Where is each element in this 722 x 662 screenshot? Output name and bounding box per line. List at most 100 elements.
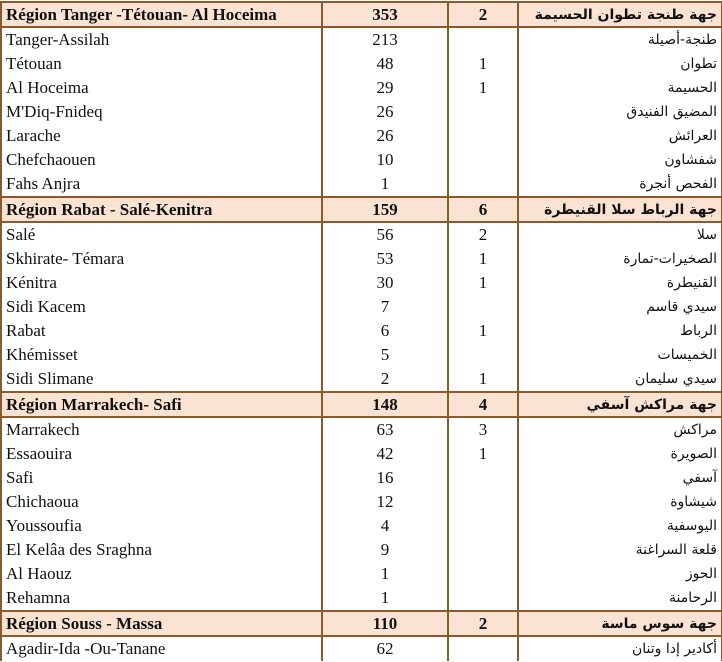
province-second-count: 2 <box>447 222 519 247</box>
table-row: M'Diq-Fnideq 26 المضيق الفنيدق <box>0 100 722 124</box>
region-second-count: 4 <box>447 391 519 418</box>
table-row: Sidi Slimane 2 1 سيدي سليمان <box>0 367 722 392</box>
table-row: Marrakech 63 3 مراكش <box>0 417 722 442</box>
table-row: Rabat 6 1 الرباط <box>0 319 722 343</box>
province-name: Sidi Slimane <box>0 367 323 392</box>
province-second-count <box>447 172 519 197</box>
province-second-count <box>447 100 519 124</box>
province-name-arabic: الفحص أنجرة <box>517 172 722 197</box>
province-name: Kénitra <box>0 271 323 295</box>
province-name: Tanger-Assilah <box>0 27 323 52</box>
province-name: El Kelâa des Sraghna <box>0 538 323 562</box>
province-second-count: 3 <box>447 417 519 442</box>
province-name-arabic: سلا <box>517 222 722 247</box>
region-name-arabic: جهة طنجة تطوان الحسيمة <box>517 1 722 28</box>
province-name-arabic: الحسيمة <box>517 76 722 100</box>
province-name-arabic: طنجة-أصيلة <box>517 27 722 52</box>
province-second-count <box>447 562 519 586</box>
table-row: Tétouan 48 1 تطوان <box>0 52 722 76</box>
table-row: Al Haouz 1 الحوز <box>0 562 722 586</box>
province-second-count: 1 <box>447 76 519 100</box>
province-name: Skhirate- Témara <box>0 247 323 271</box>
table-row: El Kelâa des Sraghna 9 قلعة السراغنة <box>0 538 722 562</box>
province-count: 30 <box>321 271 449 295</box>
province-name: M'Diq-Fnideq <box>0 100 323 124</box>
province-name-arabic: سيدي قاسم <box>517 295 722 319</box>
province-count: 1 <box>321 586 449 611</box>
region-count: 353 <box>321 1 449 28</box>
province-count: 42 <box>321 442 449 466</box>
province-name-arabic: العرائش <box>517 124 722 148</box>
province-name-arabic: القنيطرة <box>517 271 722 295</box>
province-second-count <box>447 538 519 562</box>
region-name: Région Souss - Massa <box>0 610 323 637</box>
province-name: Chefchaouen <box>0 148 323 172</box>
province-count: 5 <box>321 343 449 367</box>
table-row: Kénitra 30 1 القنيطرة <box>0 271 722 295</box>
province-name: Sidi Kacem <box>0 295 323 319</box>
region-second-count: 2 <box>447 610 519 637</box>
province-name-arabic: الصويرة <box>517 442 722 466</box>
table-row: Chichaoua 12 شيشاوة <box>0 490 722 514</box>
province-name-arabic: المضيق الفنيدق <box>517 100 722 124</box>
region-header-row: Région Marrakech- Safi 148 4 جهة مراكش آسفي <box>0 391 722 418</box>
province-count: 26 <box>321 100 449 124</box>
province-second-count <box>447 586 519 611</box>
table-row: Tanger-Assilah 213 طنجة-أصيلة <box>0 27 722 52</box>
province-name-arabic: تطوان <box>517 52 722 76</box>
province-name-arabic: الخميسات <box>517 343 722 367</box>
province-name: Agadir-Ida -Ou-Tanane <box>0 636 323 661</box>
province-name: Rabat <box>0 319 323 343</box>
province-count: 213 <box>321 27 449 52</box>
province-second-count <box>447 466 519 490</box>
province-count: 12 <box>321 490 449 514</box>
province-name-arabic: شفشاون <box>517 148 722 172</box>
province-name: Al Hoceima <box>0 76 323 100</box>
province-second-count: 1 <box>447 271 519 295</box>
table-row: Larache 26 العرائش <box>0 124 722 148</box>
table-row: Safi 16 آسفي <box>0 466 722 490</box>
province-second-count <box>447 148 519 172</box>
province-name: Larache <box>0 124 323 148</box>
province-second-count <box>447 27 519 52</box>
province-name: Khémisset <box>0 343 323 367</box>
table-row: Chefchaouen 10 شفشاون <box>0 148 722 172</box>
province-name: Fahs Anjra <box>0 172 323 197</box>
province-second-count <box>447 124 519 148</box>
province-name-arabic: الرحامنة <box>517 586 722 611</box>
table-row: Fahs Anjra 1 الفحص أنجرة <box>0 172 722 197</box>
province-name: Tétouan <box>0 52 323 76</box>
province-name-arabic: مراكش <box>517 417 722 442</box>
province-name-arabic: قلعة السراغنة <box>517 538 722 562</box>
province-count: 2 <box>321 367 449 392</box>
province-name: Essaouira <box>0 442 323 466</box>
region-name: Région Rabat - Salé-Kenitra <box>0 196 323 223</box>
table-row: Salé 56 2 سلا <box>0 222 722 247</box>
province-name-arabic: شيشاوة <box>517 490 722 514</box>
province-count: 1 <box>321 172 449 197</box>
region-header-row: Région Rabat - Salé-Kenitra 159 6 جهة الربا… <box>0 196 722 223</box>
region-name-arabic: جهة سوس ماسة <box>517 610 722 637</box>
province-second-count <box>447 295 519 319</box>
region-count: 159 <box>321 196 449 223</box>
region-header-row: Région Tanger -Tétouan- Al Hoceima 353 2 جه… <box>0 1 722 28</box>
province-count: 48 <box>321 52 449 76</box>
province-second-count: 1 <box>447 319 519 343</box>
province-name-arabic: أكادير إدا وتنان <box>517 636 722 661</box>
table-row: Agadir-Ida -Ou-Tanane 62 أكادير إدا وتنان <box>0 636 722 661</box>
region-count: 148 <box>321 391 449 418</box>
province-count: 53 <box>321 247 449 271</box>
province-second-count <box>447 490 519 514</box>
table-row: Sidi Kacem 7 سيدي قاسم <box>0 295 722 319</box>
province-name: Chichaoua <box>0 490 323 514</box>
table-row: Essaouira 42 1 الصويرة <box>0 442 722 466</box>
province-name-arabic: الحوز <box>517 562 722 586</box>
region-name-arabic: جهة مراكش آسفي <box>517 391 722 418</box>
region-name: Région Marrakech- Safi <box>0 391 323 418</box>
province-second-count: 1 <box>447 367 519 392</box>
province-name: Marrakech <box>0 417 323 442</box>
table-row: Youssoufia 4 اليوسفية <box>0 514 722 538</box>
province-second-count <box>447 636 519 661</box>
